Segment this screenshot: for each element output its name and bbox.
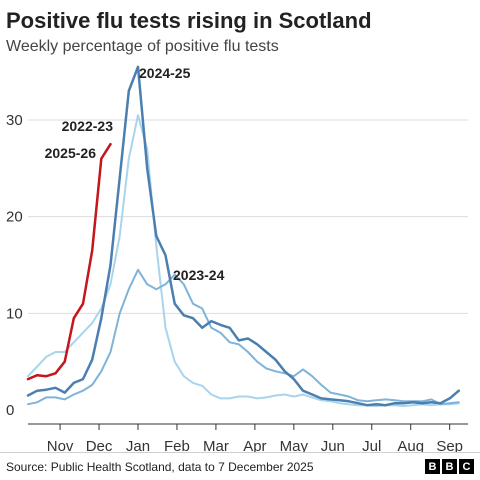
page-title: Positive flu tests rising in Scotland: [6, 8, 372, 33]
x-tick-label-jun: Jun: [321, 438, 345, 452]
source-note: Source: Public Health Scotland, data to …: [6, 460, 314, 474]
series-label-2022-23: 2022-23: [62, 118, 114, 134]
axes: 0 10 20 30 Nov Dec Jan Feb Mar Apr May Jun Jul Aug Sep: [6, 112, 468, 452]
y-tick-label-0: 0: [6, 402, 14, 419]
series-line-2023-24: [27, 268, 460, 406]
logo-letter-b2: B: [442, 459, 457, 474]
series-labels: 2024-25 2022-23 2025-26 2023-24: [45, 65, 225, 283]
series-line-2025-26: [26, 142, 112, 381]
series-label-2025-26: 2025-26: [45, 145, 97, 161]
x-tick-label-dec: Dec: [86, 438, 113, 452]
x-tick-label-mar: Mar: [203, 438, 229, 452]
y-tick-label-30: 30: [6, 112, 23, 129]
y-tick-label-10: 10: [6, 305, 23, 322]
logo-letter-c: C: [459, 459, 474, 474]
x-tick-label-nov: Nov: [47, 438, 74, 452]
series-label-2023-24: 2023-24: [173, 267, 225, 283]
logo-letter-b1: B: [425, 459, 440, 474]
series-line-2024-25: [26, 65, 461, 407]
bbc-logo: B B C: [425, 459, 474, 474]
x-tick-label-apr: Apr: [243, 438, 266, 452]
series-lines: [26, 65, 461, 408]
y-tick-label-20: 20: [6, 209, 23, 226]
x-tick-label-aug: Aug: [397, 438, 424, 452]
series-label-2024-25: 2024-25: [139, 65, 191, 81]
page-subtitle: Weekly percentage of positive flu tests: [6, 38, 279, 55]
x-tick-label-jan: Jan: [126, 438, 150, 452]
footer-divider: [0, 452, 480, 453]
x-tick-label-may: May: [280, 438, 309, 452]
x-tick-label-feb: Feb: [164, 438, 190, 452]
x-tick-label-jul: Jul: [362, 438, 381, 452]
line-chart: 0 10 20 30 Nov Dec Jan Feb Mar Apr May Jun Jul Aug Sep…: [6, 65, 468, 452]
x-tick-label-sep: Sep: [436, 438, 463, 452]
